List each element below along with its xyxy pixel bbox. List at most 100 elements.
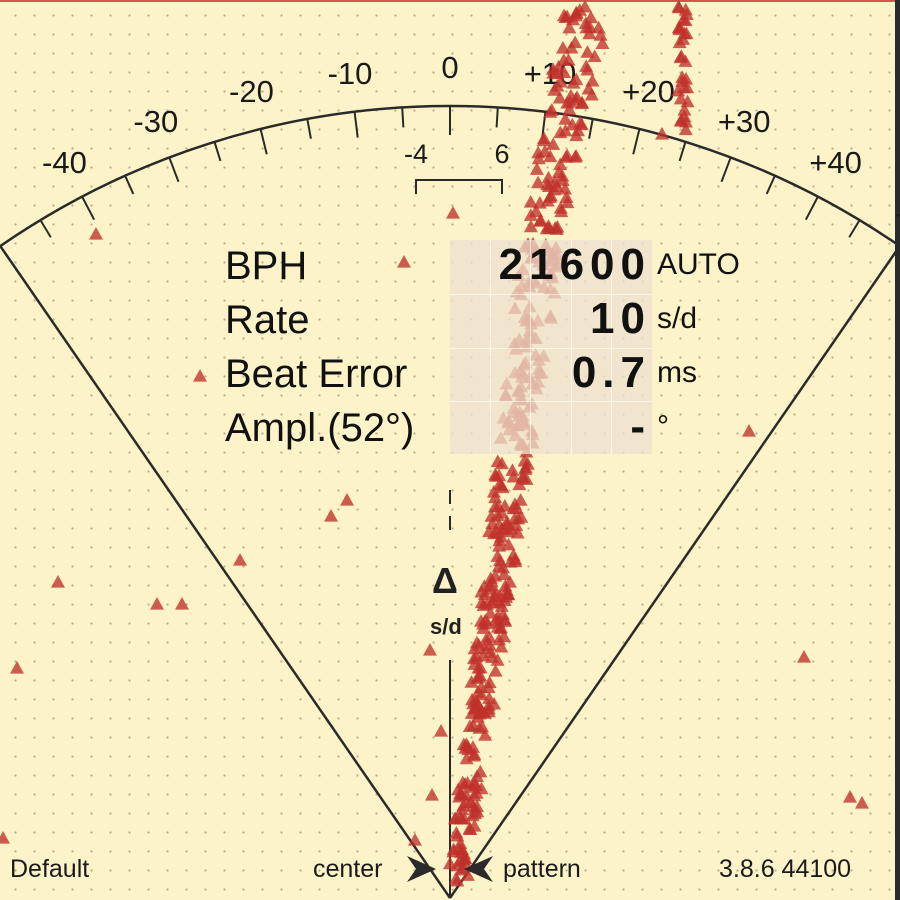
trace-point [503,555,518,568]
tolerance-bracket [415,179,503,194]
trace-point [324,509,338,522]
amplitude-label[interactable]: Ampl.(52°) [225,406,415,450]
trace-point [490,549,505,562]
trace-point [450,858,465,872]
trace-point [677,103,692,116]
rate-unit: s/d [657,302,698,335]
trace-point [469,769,484,782]
beat-error-value: 0.7 [571,348,651,397]
trace-point [454,802,469,816]
amplitude-row: Ampl.(52°) - ° [225,402,785,456]
trace-point [10,661,24,674]
center-axis-unit: s/d [430,614,462,639]
scale-ticks [0,106,900,269]
trace-point [584,87,599,101]
trace-point [552,90,567,104]
trace-point [843,790,857,803]
trace-point [495,480,510,494]
trace-point [583,10,598,24]
trace-point [340,493,354,506]
scale-tick [765,175,776,195]
trace-point [591,20,606,34]
trace-point [480,597,495,610]
trace-point [453,810,468,824]
trace-point [676,80,691,94]
trace-point [531,151,546,165]
trace-point [671,0,686,13]
beat-error-unit: ms [657,356,697,389]
scale-tick [0,245,16,269]
trace-point [580,45,595,58]
rate-value: 10 [590,294,651,343]
trace-point [541,170,556,184]
trace-point [193,369,207,382]
profile-name[interactable]: Default [10,855,90,883]
trace-point [467,657,482,670]
scale-tick-label: +20 [622,74,675,109]
trace-point [492,468,507,482]
trace-point [541,219,556,232]
beat-error-row: Beat Error 0.7 ms [225,348,785,402]
trace-point [89,227,103,240]
bph-value: 21600 [498,240,651,289]
trace-point [492,539,507,552]
trace-point [494,639,509,653]
trace-point [518,462,533,475]
trace-point [512,477,527,491]
trace-point [472,669,487,683]
scale-tick-label: -10 [328,56,373,91]
trace-point [519,472,534,485]
trace-point [465,740,480,753]
trace-point [558,112,573,125]
scale-tick-label: +50 [895,197,900,232]
trace-point [506,469,521,483]
trace-point [490,653,505,666]
trace-point [51,575,65,588]
trace-point [0,831,10,844]
trace-point [579,20,594,34]
trace-point [673,91,688,105]
trace-point [472,721,487,734]
scale-tick-label: 0 [441,50,458,85]
trace-point [579,59,594,72]
trace-point [578,0,593,13]
trace-point [559,190,574,203]
scale-tick [124,175,135,195]
right-edge-bar [895,0,900,900]
bph-mode[interactable]: AUTO [657,248,740,281]
trace-point [562,20,577,34]
trace-point [544,103,559,116]
trace-point [556,53,571,66]
scale-tick [884,245,900,269]
trace-point [491,559,506,572]
amplitude-unit: ° [657,410,669,443]
scale-labels: -50-40-30-20-100+10+20+30+40+50-46 [0,50,900,232]
scale-tick [804,196,819,221]
trace-point [523,208,538,221]
readout-value-panel [450,240,652,454]
trace-point [677,109,692,123]
trace-point [587,49,602,63]
trace-point [482,691,497,704]
trace-point [498,579,513,592]
rate-row: Rate 10 s/d [225,294,785,348]
trace-point [742,424,756,437]
trace-point [540,177,555,191]
scale-tick [401,107,405,128]
scale-tick-label: +40 [809,145,862,180]
readout-panel: BPH 21600 AUTO Rate 10 s/d Beat Error 0.… [225,240,785,456]
scale-tick [213,141,222,162]
scale-tick-label: -40 [42,145,87,180]
trace-point [540,193,555,207]
trace-point [434,724,448,737]
scale-tick [81,196,96,221]
trace-point [397,255,411,268]
scale-tick [678,141,687,162]
scale-tick [848,219,861,238]
trace-point [531,175,546,189]
trace-point [553,157,568,171]
bph-row: BPH 21600 AUTO [225,240,785,294]
trace-point [510,525,525,539]
trace-point [500,587,515,601]
trace-point [423,643,437,656]
